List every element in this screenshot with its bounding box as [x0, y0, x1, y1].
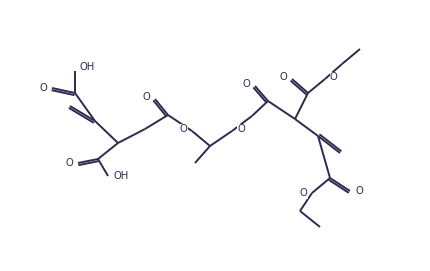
Text: O: O [355, 186, 363, 196]
Text: O: O [39, 83, 47, 93]
Text: O: O [179, 124, 187, 134]
Text: O: O [65, 158, 73, 168]
Text: O: O [279, 72, 287, 82]
Text: O: O [142, 92, 150, 102]
Text: O: O [242, 79, 250, 89]
Text: OH: OH [80, 62, 95, 72]
Text: O: O [237, 124, 245, 134]
Text: O: O [330, 72, 338, 82]
Text: O: O [299, 188, 307, 198]
Text: OH: OH [114, 171, 129, 181]
